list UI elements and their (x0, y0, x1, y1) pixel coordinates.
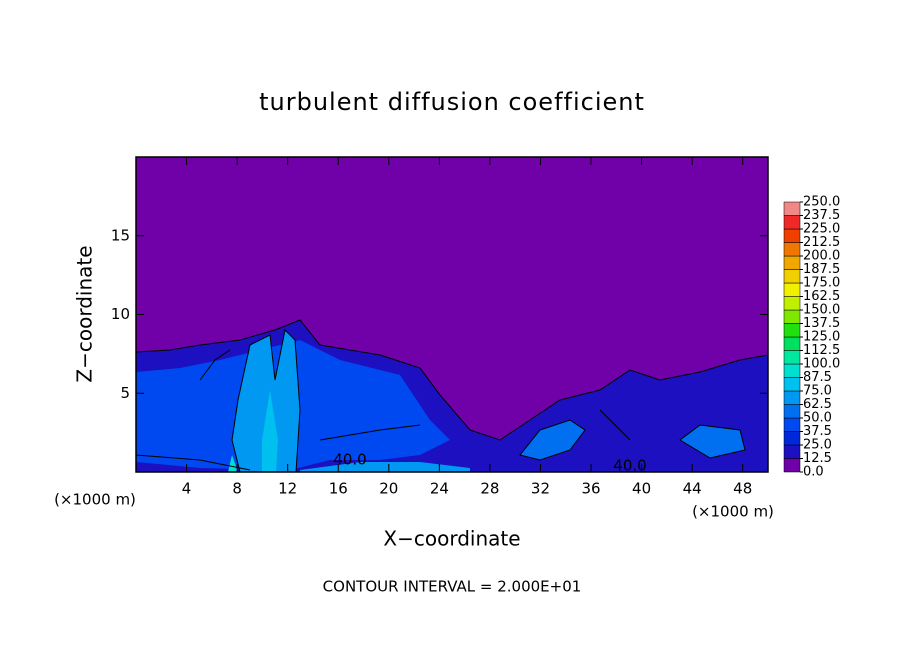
colorbar-label: 75.0 (803, 384, 832, 399)
x-tick-label: 20 (379, 480, 398, 498)
colorbar-band (783, 458, 801, 473)
x-unit-label: (×1000 m) (692, 503, 774, 521)
x-tick-label: 32 (531, 480, 550, 498)
chart-title: turbulent diffusion coefficient (259, 88, 645, 116)
colorbar-label: 250.0 (803, 195, 840, 210)
x-tick-label: 28 (480, 480, 499, 498)
y-axis-label: Z−coordinate (73, 245, 97, 382)
x-tick-label: 8 (232, 480, 242, 498)
colorbar-label: 100.0 (803, 357, 840, 372)
colorbar-band (783, 201, 801, 216)
x-tick-label: 12 (278, 480, 297, 498)
y-tick-label: 15 (111, 226, 130, 244)
colorbar-label: 225.0 (803, 222, 840, 237)
colorbar-label: 112.5 (803, 343, 840, 358)
x-tick-label: 40 (632, 480, 651, 498)
colorbar-label: 50.0 (803, 411, 832, 426)
x-axis-label: X−coordinate (383, 527, 520, 551)
y-tick-label: 5 (120, 384, 130, 402)
colorbar-label: 0.0 (803, 465, 824, 480)
colorbar-label: 237.5 (803, 208, 840, 223)
colorbar-band (783, 404, 801, 419)
x-tick-label: 48 (733, 480, 752, 498)
colorbar-label: 150.0 (803, 303, 840, 318)
contour-label: 40.0 (613, 457, 646, 475)
colorbar-band (783, 296, 801, 311)
contour-label: 40.0 (333, 451, 366, 469)
colorbar-label: 87.5 (803, 370, 832, 385)
colorbar-band (783, 350, 801, 365)
y-tick-label: 10 (111, 305, 130, 323)
x-tick-label: 16 (329, 480, 348, 498)
x-tick-label: 4 (182, 480, 192, 498)
colorbar-band (783, 242, 801, 257)
colorbar-band (783, 255, 801, 270)
colorbar-label: 12.5 (803, 451, 832, 466)
colorbar-label: 162.5 (803, 289, 840, 304)
colorbar-band (783, 444, 801, 459)
colorbar-label: 125.0 (803, 330, 840, 345)
colorbar-label: 37.5 (803, 424, 832, 439)
colorbar-label: 175.0 (803, 276, 840, 291)
contour-field (136, 157, 768, 472)
colorbar-band (783, 363, 801, 378)
footnote: CONTOUR INTERVAL = 2.000E+01 (323, 578, 582, 596)
colorbar-band (783, 309, 801, 324)
colorbar-band (783, 228, 801, 243)
colorbar-label: 62.5 (803, 397, 832, 412)
colorbar-band (783, 269, 801, 284)
colorbar-label: 137.5 (803, 316, 840, 331)
colorbar-band (783, 215, 801, 230)
x-tick-label: 36 (581, 480, 600, 498)
colorbar-label: 212.5 (803, 235, 840, 250)
colorbar-band (783, 323, 801, 338)
x-unit-label: (×1000 m) (54, 491, 136, 509)
colorbar-band (783, 282, 801, 297)
colorbar-band (783, 417, 801, 432)
colorbar-label: 187.5 (803, 262, 840, 277)
colorbar-band (783, 377, 801, 392)
colorbar-label: 200.0 (803, 249, 840, 264)
x-tick-label: 24 (430, 480, 449, 498)
colorbar-band (783, 390, 801, 405)
x-tick-label: 44 (683, 480, 702, 498)
colorbar-label: 25.0 (803, 438, 832, 453)
colorbar-band (783, 336, 801, 351)
colorbar-band (783, 431, 801, 446)
